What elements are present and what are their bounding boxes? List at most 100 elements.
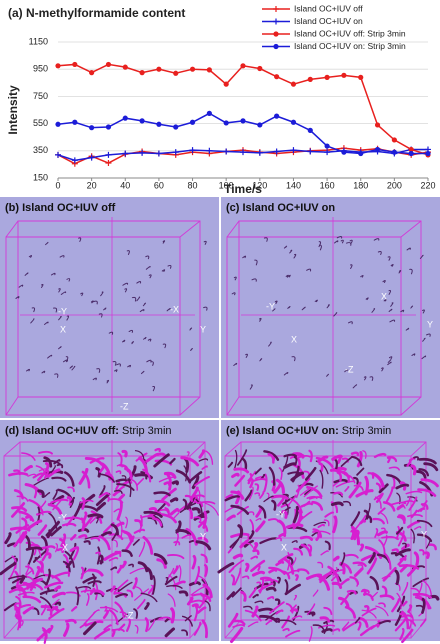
- structure: [340, 552, 346, 566]
- structure: [32, 477, 49, 487]
- structure: [101, 492, 111, 497]
- structure: [362, 450, 367, 459]
- point: [72, 61, 78, 68]
- axis-label: -Y: [276, 509, 285, 519]
- structure: [389, 319, 396, 323]
- structure: [78, 505, 99, 512]
- structure: [396, 595, 406, 613]
- structure: [174, 532, 179, 547]
- structure: [343, 500, 352, 507]
- point: [290, 147, 297, 154]
- structure: [171, 480, 180, 486]
- structure: [203, 306, 208, 311]
- structure: [253, 478, 268, 482]
- structure: [336, 471, 342, 483]
- x-tick-label: 120: [252, 180, 267, 190]
- structure: [234, 449, 238, 469]
- point: [55, 151, 61, 158]
- point: [206, 110, 212, 116]
- structure: [103, 624, 112, 631]
- box-edge: [179, 396, 201, 416]
- structure: [263, 450, 280, 461]
- legend-label: Island OC+IUV on: [294, 16, 363, 26]
- structure: [279, 619, 297, 626]
- structure: [332, 515, 338, 534]
- structure: [162, 343, 167, 349]
- structure: [283, 462, 297, 469]
- structure: [397, 530, 405, 547]
- structure: [381, 535, 399, 541]
- structure: [253, 542, 259, 551]
- structure: [412, 592, 432, 599]
- chart-title: (a) N-methylformamide content: [8, 6, 185, 20]
- structure: [332, 628, 341, 632]
- structure: [186, 596, 194, 606]
- x-tick-label: 160: [320, 180, 335, 190]
- structure: [226, 514, 236, 522]
- structure: [188, 581, 201, 587]
- structure: [285, 523, 304, 529]
- structure: [378, 602, 386, 608]
- structure: [315, 456, 334, 468]
- structure: [38, 468, 48, 472]
- structure: [0, 562, 17, 576]
- structure: [330, 501, 339, 514]
- structure: [110, 585, 116, 593]
- structure: [161, 487, 177, 501]
- point: [139, 118, 145, 124]
- structure: [90, 536, 101, 542]
- structure: [15, 296, 20, 299]
- structure: [377, 507, 386, 515]
- structure: [260, 473, 266, 480]
- structure: [336, 235, 343, 239]
- axis-label: X: [291, 334, 297, 344]
- structure: [30, 318, 35, 324]
- structure: [11, 577, 26, 584]
- axis-label: X: [62, 542, 68, 552]
- structure: [4, 555, 16, 563]
- structure: [373, 452, 387, 459]
- structure: [413, 526, 422, 530]
- structure: [323, 606, 333, 616]
- structure: [338, 596, 350, 609]
- structure: [148, 507, 158, 513]
- structure: [23, 464, 33, 472]
- structure: [42, 459, 62, 466]
- structure: [308, 449, 313, 463]
- structure: [124, 467, 133, 480]
- structure: [144, 602, 150, 610]
- panel: -Y X Y -Z (d) Island OC+IUV off: Strip 3min: [0, 420, 219, 644]
- structure: [277, 553, 294, 564]
- structure: [31, 307, 36, 313]
- structure: [241, 457, 248, 472]
- structure: [133, 608, 139, 619]
- point: [105, 61, 112, 68]
- structure: [62, 622, 70, 637]
- structure: [259, 614, 279, 623]
- axis-label: -Y: [266, 301, 275, 311]
- point: [173, 124, 179, 130]
- structure: [388, 290, 392, 295]
- structure: [274, 598, 281, 606]
- point: [122, 64, 128, 70]
- structure: [161, 269, 166, 272]
- structure: [365, 502, 371, 520]
- structure: [205, 450, 214, 465]
- structure: [350, 451, 360, 457]
- structure: [301, 306, 306, 311]
- structure: [366, 557, 378, 575]
- structure: [202, 510, 208, 529]
- structure: [374, 528, 379, 538]
- structure: [41, 370, 46, 374]
- structure: [204, 600, 211, 612]
- structure: [191, 507, 201, 514]
- structure: [203, 563, 209, 578]
- structure: [234, 474, 246, 487]
- structure: [112, 539, 118, 548]
- structure: [173, 540, 181, 546]
- structure: [80, 292, 84, 297]
- structure: [70, 533, 77, 541]
- structure: [319, 569, 334, 584]
- structure: [421, 355, 427, 360]
- structure: [166, 584, 183, 589]
